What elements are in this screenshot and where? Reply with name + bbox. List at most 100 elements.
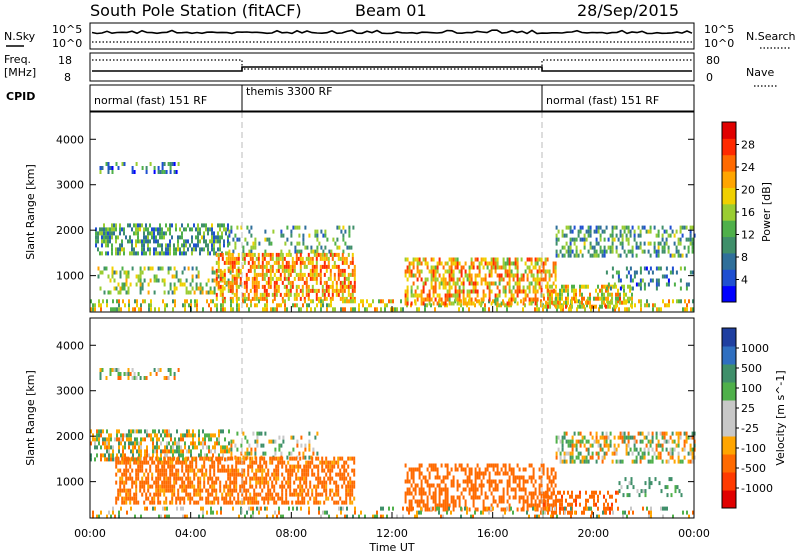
echo-cell xyxy=(631,286,634,291)
echo-cell xyxy=(446,510,448,515)
echo-cell xyxy=(139,274,142,279)
echo-cell xyxy=(164,514,166,519)
echo-cell xyxy=(548,475,551,480)
echo-cell xyxy=(456,293,459,298)
echo-cell xyxy=(269,460,272,465)
echo-cell xyxy=(197,274,200,279)
echo-cell xyxy=(231,480,234,485)
echo-cell xyxy=(482,297,485,302)
echo-cell xyxy=(432,277,435,282)
echo-cell xyxy=(289,280,292,285)
echo-cell xyxy=(667,233,670,238)
echo-cell xyxy=(209,464,212,469)
echo-cell xyxy=(258,506,260,511)
echo-cell xyxy=(295,252,298,257)
echo-cell xyxy=(686,303,688,308)
echo-cell xyxy=(251,464,254,469)
echo-cell xyxy=(149,484,152,489)
echo-cell xyxy=(180,506,182,511)
echo-cell xyxy=(530,273,533,278)
echo-cell xyxy=(231,472,234,477)
echo-cell xyxy=(474,510,476,515)
echo-cell xyxy=(250,225,253,230)
echo-cell xyxy=(121,162,124,166)
echo-cell xyxy=(347,276,350,281)
echo-cell xyxy=(171,223,173,228)
echo-cell xyxy=(219,288,222,293)
echo-cell xyxy=(192,441,194,446)
echo-cell xyxy=(494,483,497,488)
echo-cell xyxy=(152,441,154,446)
echo-cell xyxy=(534,281,537,286)
echo-cell xyxy=(221,223,223,228)
echo-cell xyxy=(555,233,558,238)
echo-cell xyxy=(502,289,505,294)
echo-cell xyxy=(118,299,120,304)
echo-cell xyxy=(615,498,617,503)
echo-cell xyxy=(301,492,304,497)
echo-cell xyxy=(494,471,497,476)
echo-cell xyxy=(190,433,192,438)
echo-cell xyxy=(232,307,234,312)
echo-cell xyxy=(611,237,614,242)
echo-cell xyxy=(528,297,531,302)
echo-cell xyxy=(438,510,440,515)
echo-cell xyxy=(647,241,650,246)
echo-cell xyxy=(573,225,576,230)
echo-cell xyxy=(235,268,238,273)
echo-cell xyxy=(141,492,144,497)
echo-cell xyxy=(311,256,314,261)
echo-cell xyxy=(543,502,545,507)
echo-cell xyxy=(583,510,585,515)
echo-cell xyxy=(476,463,479,468)
echo-cell xyxy=(237,456,240,461)
echo-cell xyxy=(571,300,573,305)
echo-cell xyxy=(629,447,632,452)
echo-cell xyxy=(305,292,308,297)
echo-cell xyxy=(605,288,607,293)
echo-cell xyxy=(130,429,132,434)
echo-cell xyxy=(143,484,146,489)
echo-cell xyxy=(224,445,226,450)
echo-cell xyxy=(589,443,592,448)
echo-cell xyxy=(261,252,264,257)
echo-cell xyxy=(197,468,200,473)
echo-cell xyxy=(557,498,559,503)
echo-cell xyxy=(546,257,549,262)
echo-cell xyxy=(663,439,666,444)
echo-cell xyxy=(183,243,185,248)
echo-cell xyxy=(220,510,222,515)
echo-cell xyxy=(349,292,352,297)
echo-cell xyxy=(132,307,134,312)
echo-cell xyxy=(302,237,305,242)
echo-cell xyxy=(432,257,435,262)
echo-cell xyxy=(682,510,684,515)
echo-cell xyxy=(633,439,636,444)
echo-cell xyxy=(569,455,572,460)
echo-cell xyxy=(336,225,339,230)
echo-cell xyxy=(565,431,568,436)
echo-cell xyxy=(157,251,159,256)
echo-cell xyxy=(151,460,154,465)
echo-cell xyxy=(438,506,440,511)
echo-cell xyxy=(249,460,252,465)
echo-cell xyxy=(649,439,652,444)
echo-cell xyxy=(277,252,280,257)
echo-cell xyxy=(301,256,304,261)
echo-cell xyxy=(480,261,483,266)
echo-cell xyxy=(484,506,486,511)
echo-cell xyxy=(532,471,535,476)
echo-cell xyxy=(554,289,557,294)
echo-cell xyxy=(657,266,660,271)
echo-cell xyxy=(559,300,561,305)
echo-cell xyxy=(605,304,607,309)
echo-cell xyxy=(119,376,122,380)
echo-cell xyxy=(311,472,314,477)
echo-cell xyxy=(470,471,473,476)
echo-cell xyxy=(412,467,415,472)
echo-cell xyxy=(343,460,346,465)
echo-cell xyxy=(149,223,151,228)
echo-cell xyxy=(514,495,517,500)
echo-cell xyxy=(337,288,340,293)
echo-cell xyxy=(530,463,533,468)
